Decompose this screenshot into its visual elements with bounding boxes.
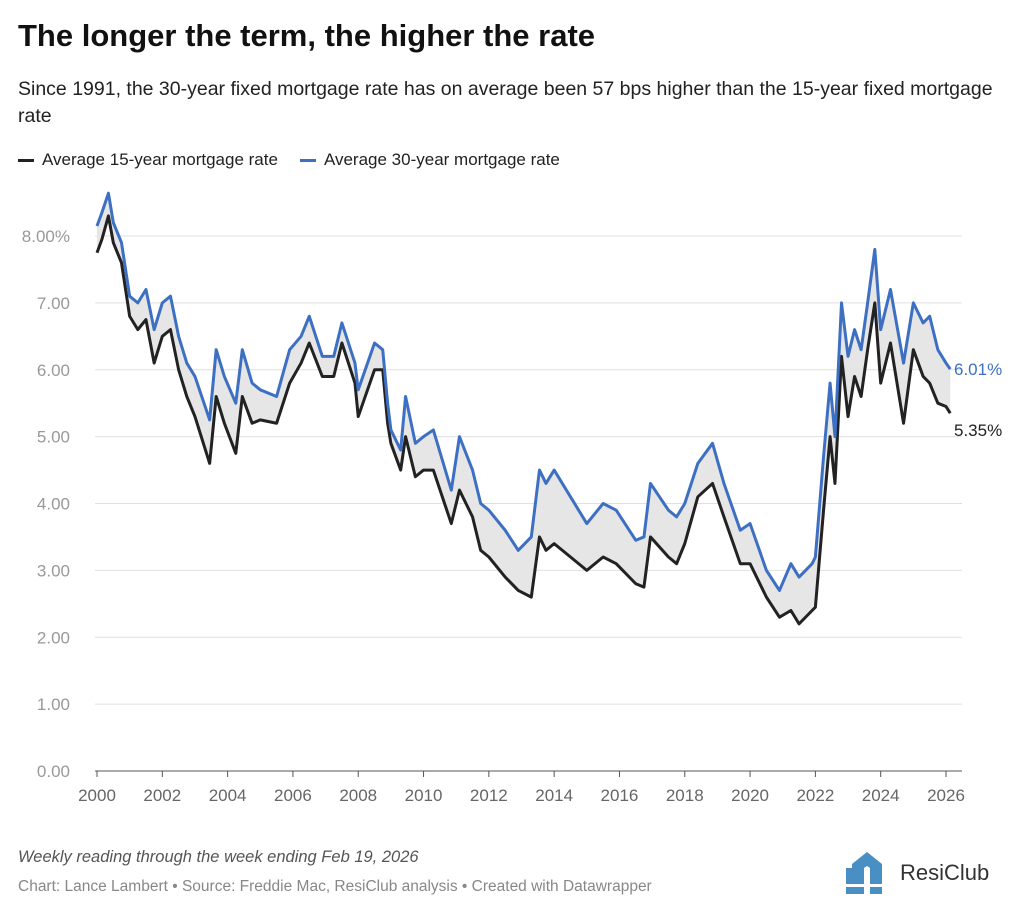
x-tick-label: 2024 — [862, 786, 900, 805]
end-label-30-year: 6.01% — [954, 360, 1002, 379]
y-tick-label: 3.00 — [37, 561, 70, 580]
chart-title: The longer the term, the higher the rate — [18, 18, 596, 53]
x-tick-label: 2014 — [535, 786, 573, 805]
x-tick-label: 2004 — [209, 786, 247, 805]
legend-item-15-year: Average 15-year mortgage rate — [18, 150, 278, 170]
legend-label-30-year: Average 30-year mortgage rate — [323, 150, 560, 169]
series-line-15-year — [95, 214, 952, 626]
x-tick-label: 2010 — [405, 786, 443, 805]
series-line-30-year — [95, 191, 952, 592]
legend-label-15-year: Average 15-year mortgage rate — [42, 150, 278, 169]
legend: Average 15-year mortgage rate Average 30… — [18, 150, 560, 170]
y-tick-label: 1.00 — [37, 695, 70, 714]
y-tick-label: 4.00 — [37, 495, 70, 514]
x-tick-label: 2008 — [339, 786, 377, 805]
x-tick-label: 2018 — [666, 786, 704, 805]
spread-area — [97, 193, 951, 624]
x-tick-label: 2022 — [796, 786, 834, 805]
chart-source: Chart: Lance Lambert • Source: Freddie M… — [18, 878, 652, 895]
legend-swatch-15-year — [18, 159, 34, 163]
resiclub-logo-text: ResiClub — [900, 860, 990, 885]
legend-item-30-year: Average 30-year mortgage rate — [299, 150, 560, 170]
y-tick-label: 6.00 — [37, 361, 70, 380]
chart-subtitle: Since 1991, the 30-year fixed mortgage r… — [18, 78, 993, 127]
y-tick-label: 5.00 — [37, 428, 70, 447]
x-tick-label: 2016 — [601, 786, 639, 805]
y-tick-label: 7.00 — [37, 294, 70, 313]
resiclub-logo: ResiClub — [842, 850, 989, 896]
y-tick-label: 0.00 — [37, 762, 70, 781]
x-tick-label: 2020 — [731, 786, 769, 805]
x-tick-label: 2012 — [470, 786, 508, 805]
legend-swatch-30-year — [299, 159, 316, 163]
resiclub-logo-mark-icon — [842, 852, 892, 894]
chart-notes: Weekly reading through the week ending F… — [18, 848, 419, 866]
end-label-15-year: 5.35% — [954, 421, 1002, 440]
y-tick-label: 8.00% — [22, 227, 70, 246]
x-tick-label: 2000 — [78, 786, 116, 805]
x-tick-label: 2002 — [143, 786, 181, 805]
x-tick-label: 2006 — [274, 786, 312, 805]
y-tick-label: 2.00 — [37, 628, 70, 647]
x-tick-label: 2026 — [927, 786, 965, 805]
